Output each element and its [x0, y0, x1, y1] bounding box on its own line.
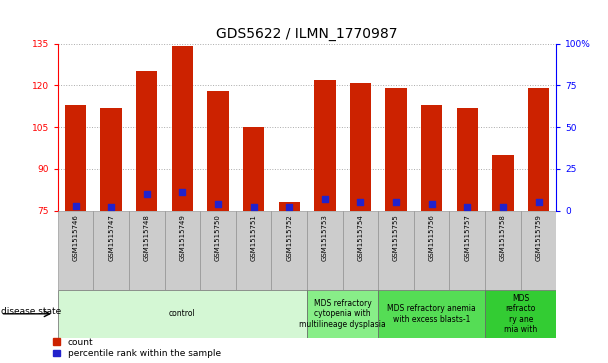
Bar [520, 211, 556, 290]
Bar [129, 211, 165, 290]
Text: MDS
refracto
ry ane
mia with: MDS refracto ry ane mia with [504, 294, 537, 334]
Text: MDS refractory anemia
with excess blasts-1: MDS refractory anemia with excess blasts… [387, 304, 476, 324]
Point [249, 204, 258, 210]
Bar [271, 211, 307, 290]
Bar [278, 202, 300, 211]
Text: control: control [169, 310, 196, 318]
Text: disease state: disease state [1, 307, 61, 316]
Bar [100, 107, 122, 211]
Text: GSM1515751: GSM1515751 [250, 215, 257, 261]
Bar [343, 211, 378, 290]
Text: MDS refractory
cytopenia with
multilineage dysplasia: MDS refractory cytopenia with multilinea… [299, 299, 386, 329]
Bar [136, 72, 157, 211]
Point [142, 191, 151, 197]
Point [498, 204, 508, 210]
Text: GSM1515754: GSM1515754 [358, 215, 364, 261]
Text: GSM1515747: GSM1515747 [108, 215, 114, 261]
Bar [207, 91, 229, 211]
Bar [350, 82, 371, 211]
Point [285, 204, 294, 210]
Title: GDS5622 / ILMN_1770987: GDS5622 / ILMN_1770987 [216, 27, 398, 41]
Text: GSM1515755: GSM1515755 [393, 215, 399, 261]
Bar [528, 88, 549, 211]
Text: GSM1515749: GSM1515749 [179, 215, 185, 261]
Legend: count, percentile rank within the sample: count, percentile rank within the sample [53, 338, 221, 359]
Bar [58, 290, 307, 338]
Bar [307, 211, 343, 290]
Point [463, 204, 472, 210]
Point [534, 199, 544, 205]
Bar [492, 155, 514, 211]
Bar [485, 211, 520, 290]
Point [320, 196, 330, 202]
Text: GSM1515752: GSM1515752 [286, 215, 292, 261]
Point [213, 201, 223, 207]
Bar [243, 127, 264, 211]
Point [356, 199, 365, 205]
Bar [165, 211, 200, 290]
Text: GSM1515750: GSM1515750 [215, 215, 221, 261]
Bar [200, 211, 236, 290]
Bar [385, 88, 407, 211]
Text: GSM1515753: GSM1515753 [322, 215, 328, 261]
Bar [307, 290, 378, 338]
Bar [314, 80, 336, 211]
Text: GSM1515748: GSM1515748 [143, 215, 150, 261]
Bar [449, 211, 485, 290]
Text: GSM1515756: GSM1515756 [429, 215, 435, 261]
Bar [236, 211, 271, 290]
Point [178, 189, 187, 195]
Bar [414, 211, 449, 290]
Bar [58, 211, 94, 290]
Text: GSM1515757: GSM1515757 [465, 215, 471, 261]
Bar [378, 211, 414, 290]
Bar [94, 211, 129, 290]
Point [391, 199, 401, 205]
Text: GSM1515746: GSM1515746 [72, 215, 78, 261]
Bar [485, 290, 556, 338]
Bar [378, 290, 485, 338]
Text: GSM1515759: GSM1515759 [536, 215, 542, 261]
Point [71, 203, 80, 208]
Point [427, 201, 437, 207]
Text: GSM1515758: GSM1515758 [500, 215, 506, 261]
Bar [171, 46, 193, 211]
Point [106, 204, 116, 210]
Bar [457, 107, 478, 211]
Bar [65, 105, 86, 211]
Bar [421, 105, 443, 211]
